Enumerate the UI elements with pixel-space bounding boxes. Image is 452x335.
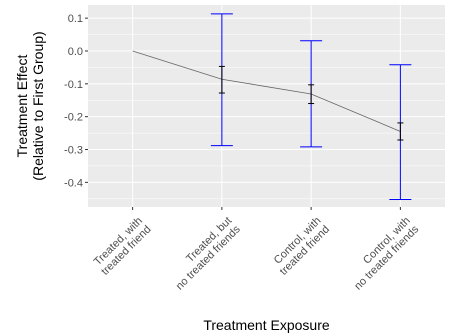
y-axis-ticks: 0.1 0.0 -0.1 -0.2 -0.3 -0.4 — [64, 13, 88, 189]
narrow-error-bar — [397, 122, 404, 141]
y-tick-label: 0.0 — [68, 46, 83, 58]
x-axis-title: Treatment Exposure — [203, 317, 330, 333]
plot-panel — [88, 5, 445, 207]
series-line — [132, 50, 401, 132]
x-tick-label: Treated, withtreated friend — [91, 215, 154, 278]
x-axis-ticks: Treated, withtreated friend Treated, butn… — [91, 207, 422, 293]
x-tick-label: Control, withtreated friend — [269, 215, 332, 278]
narrow-error-bar — [218, 65, 225, 94]
x-tick-label: Treated, butno treated friends — [165, 215, 243, 293]
y-tick-label: -0.3 — [64, 145, 83, 157]
y-tick-label: -0.2 — [64, 112, 83, 124]
error-bars — [210, 13, 412, 200]
y-tick-label: -0.4 — [64, 177, 83, 189]
narrow-error-bar — [308, 84, 315, 105]
y-tick-label: 0.1 — [68, 13, 83, 25]
y-tick-label: -0.1 — [64, 79, 83, 91]
y-axis-title: Treatment Effect — [14, 55, 30, 158]
y-axis-title-line2: (Relative to First Group) — [30, 31, 46, 180]
x-tick-label: Control, withno treated friends — [344, 215, 422, 293]
